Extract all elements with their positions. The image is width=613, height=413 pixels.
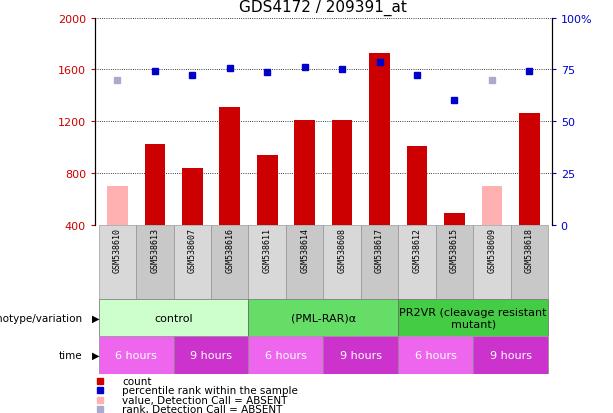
Text: GSM538618: GSM538618 [525,227,534,272]
Bar [99,225,136,299]
Bar [398,299,548,337]
Text: percentile rank within the sample: percentile rank within the sample [123,385,299,395]
Text: GSM538608: GSM538608 [338,227,346,272]
Bar [136,225,173,299]
Text: GSM538615: GSM538615 [450,227,459,272]
Bar [99,337,173,374]
Bar [473,225,511,299]
Text: GSM538607: GSM538607 [188,227,197,272]
Bar [248,225,286,299]
Bar [173,337,248,374]
Text: GSM538617: GSM538617 [375,227,384,272]
Bar [519,114,539,225]
Text: GSM538614: GSM538614 [300,227,309,272]
Bar [257,155,278,225]
Text: GSM538611: GSM538611 [263,227,272,272]
Bar [173,225,211,299]
Text: 6 hours: 6 hours [115,350,157,360]
Bar [99,299,248,337]
Text: genotype/variation: genotype/variation [0,313,83,323]
Text: rank, Detection Call = ABSENT: rank, Detection Call = ABSENT [123,404,283,413]
Bar [398,337,473,374]
Text: GSM538613: GSM538613 [150,227,159,272]
Bar [145,145,165,225]
Bar [219,108,240,225]
Bar [324,337,398,374]
Text: 6 hours: 6 hours [415,350,457,360]
Text: GSM538612: GSM538612 [413,227,422,272]
Bar [324,225,361,299]
Text: control: control [154,313,193,323]
Text: value, Detection Call = ABSENT: value, Detection Call = ABSENT [123,395,287,405]
Bar [211,225,248,299]
Bar [511,225,548,299]
Bar [473,337,548,374]
Bar [361,225,398,299]
Bar [294,121,315,225]
Title: GDS4172 / 209391_at: GDS4172 / 209391_at [240,0,407,16]
Bar [332,121,352,225]
Text: time: time [59,350,83,360]
Text: 6 hours: 6 hours [265,350,307,360]
Text: count: count [123,376,152,386]
Bar [369,53,390,225]
Text: ▶: ▶ [92,350,99,360]
Bar [398,225,436,299]
Text: 9 hours: 9 hours [340,350,382,360]
Bar [444,214,465,225]
Bar [436,225,473,299]
Text: GSM538610: GSM538610 [113,227,122,272]
Bar [248,337,324,374]
Text: (PML-RAR)α: (PML-RAR)α [291,313,356,323]
Text: GSM538616: GSM538616 [225,227,234,272]
Bar [248,299,398,337]
Text: 9 hours: 9 hours [490,350,531,360]
Bar [286,225,324,299]
Text: 9 hours: 9 hours [190,350,232,360]
Bar [182,169,203,225]
Text: PR2VR (cleavage resistant
mutant): PR2VR (cleavage resistant mutant) [399,307,547,329]
Text: GSM538609: GSM538609 [487,227,497,272]
Bar [482,186,502,225]
Bar [107,186,128,225]
Text: ▶: ▶ [92,313,99,323]
Bar [406,146,427,225]
